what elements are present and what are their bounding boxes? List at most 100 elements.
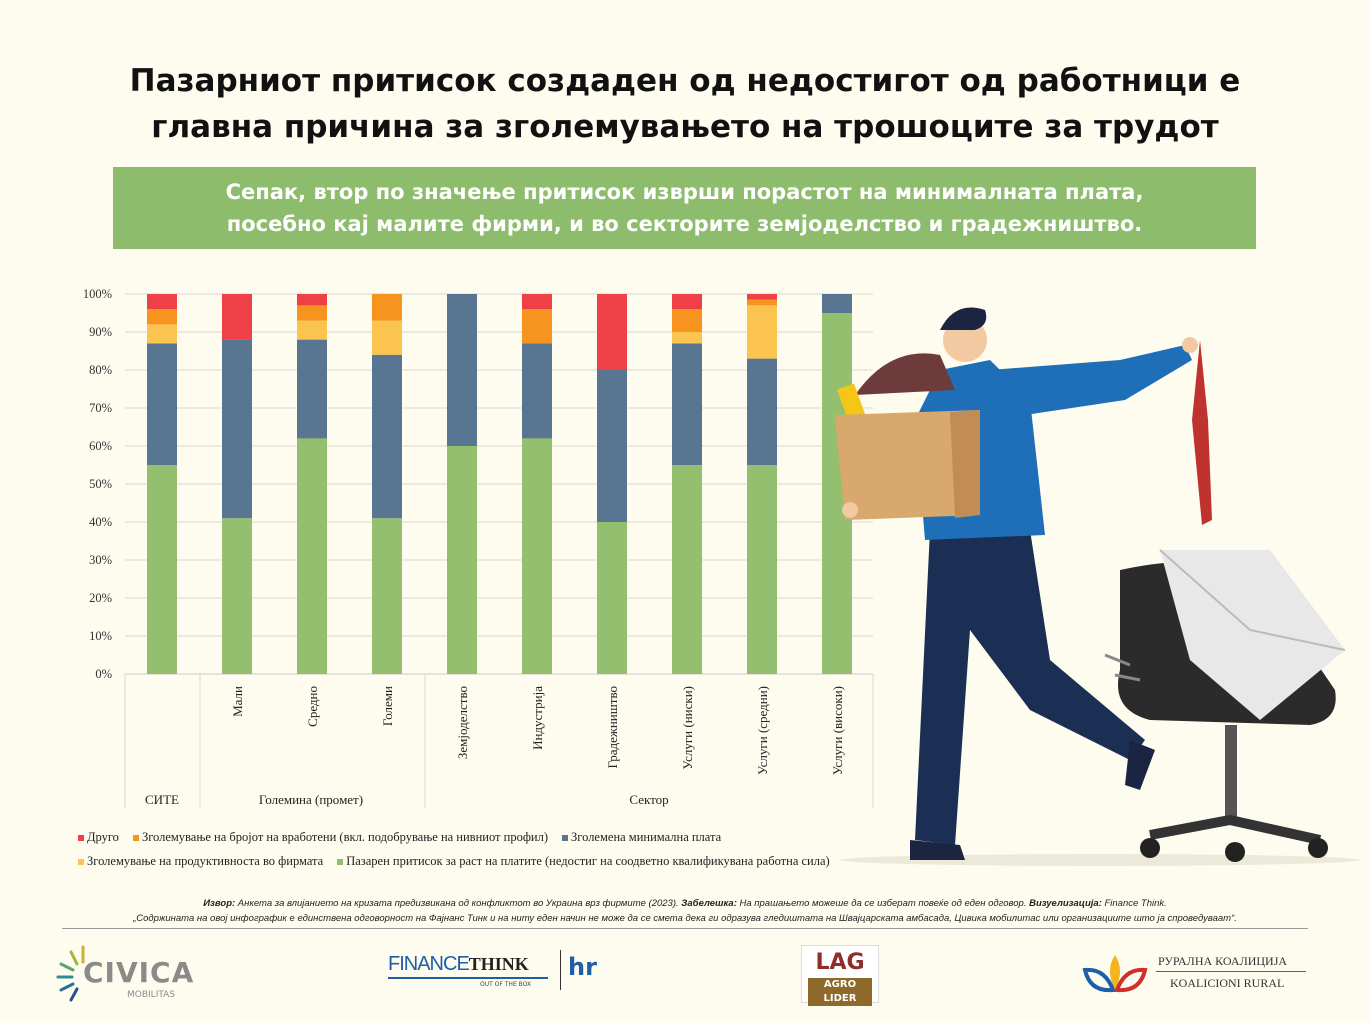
civica-mobilitas-logo: CIVICA MOBILITAS <box>55 942 195 1008</box>
y-tick-label: 30% <box>89 553 112 567</box>
x-category-label: Индустрија <box>530 686 545 750</box>
y-tick-label: 20% <box>89 591 112 605</box>
legend-label: Зголемена минимална плата <box>571 830 722 844</box>
agro-lider-text: AGRO LIDER <box>808 978 872 1006</box>
bar-segment <box>297 320 327 340</box>
divider <box>62 928 1308 929</box>
legend-label: Пазарен притисок за раст на платите (нед… <box>346 854 830 868</box>
legend-row-1: Друго Зголемување на бројот на вработени … <box>78 830 735 845</box>
bar-segment <box>372 354 402 519</box>
bar-segment <box>447 446 477 674</box>
lag-text: LAG <box>815 950 865 975</box>
legend-swatch <box>337 859 344 866</box>
bar-segment <box>372 294 402 321</box>
y-tick-label: 60% <box>89 439 112 453</box>
bar-segment <box>297 438 327 674</box>
lotus-icon <box>1082 955 1148 993</box>
bar-segment <box>822 294 852 313</box>
legend-item: Зголемување на бројот на вработени (вкл.… <box>132 830 549 844</box>
rural-al-text: KOALICIONI RURAL <box>1170 976 1285 990</box>
y-tick-label: 100% <box>83 287 112 301</box>
bar-segment <box>297 305 327 321</box>
bar-segment <box>222 294 252 340</box>
x-category-label: Услуги (високи) <box>830 686 845 775</box>
bar-segment <box>597 522 627 674</box>
stacked-bar-chart: 0% 10% 20% 30% 40% 50% 60% 70% 80% 90% 100% Мали Сре… <box>83 287 874 808</box>
viz-label: Визуелизација: <box>1029 898 1102 909</box>
x-category-label: Средно <box>305 686 320 727</box>
y-tick-label: 90% <box>89 325 112 339</box>
bar-segment <box>147 324 177 344</box>
bar-segment <box>747 294 777 300</box>
x-group-label: Големина (промет) <box>259 792 363 807</box>
source-text: Анкета за влијанието на кризата предизви… <box>235 898 682 909</box>
legend-label: Зголемување на бројот на вработени (вкл.… <box>141 830 549 844</box>
legend-label: Зголемување на продуктивноста во фирмата <box>87 854 324 868</box>
legend-item: Пазарен притисок за раст на платите (нед… <box>337 854 830 868</box>
source-label: Извор: <box>203 898 236 909</box>
x-group-label: СИТЕ <box>145 792 179 807</box>
lag-agro-lider-logo: LAG AGRO LIDER <box>801 945 879 1006</box>
think-sub: OUT OF THE BOX <box>480 981 532 988</box>
x-category-label: Услуги (ниски) <box>680 686 695 770</box>
bar-segment <box>522 438 552 674</box>
x-category-label: Големи <box>380 686 395 726</box>
x-group-label: Сектор <box>629 792 668 807</box>
disclaimer: „Содржината на овој инфографик е единств… <box>133 913 1237 924</box>
y-tick-label: 0% <box>95 667 112 681</box>
x-category-label: Мали <box>230 686 245 717</box>
businessman-illustration <box>835 307 1360 866</box>
bar-segment <box>447 294 477 446</box>
page-title: Пазарниот притисок создаден од недостиго… <box>0 58 1370 150</box>
bar-segment <box>522 343 552 439</box>
x-category-label: Услуги (средни) <box>755 686 770 775</box>
legend-item: Зголемена минимална плата <box>562 830 721 844</box>
x-category-label: Земјоделство <box>455 686 470 759</box>
banner-line-2: посебно кај малите фирми, и во секторите… <box>226 212 1143 236</box>
y-tick-label: 70% <box>89 401 112 415</box>
bar-segment <box>672 343 702 465</box>
civica-burst-icon <box>56 945 85 1002</box>
office-chair-icon <box>1104 549 1346 862</box>
bar-segment <box>147 465 177 674</box>
footer-notes: Извор: Анкета за влијанието на кризата п… <box>0 896 1370 926</box>
legend-item: Зголемување на продуктивноста во фирмата <box>78 854 323 868</box>
bar-segment <box>147 294 177 310</box>
banner-line-1: Сепак, втор по значење притисок изврши п… <box>225 180 1144 204</box>
y-tick-label: 80% <box>89 363 112 377</box>
bar-segment <box>297 294 327 306</box>
legend-swatch <box>78 859 84 866</box>
civica-sub: MOBILITAS <box>127 990 176 1000</box>
y-tick-label: 50% <box>89 477 112 491</box>
legend-item: Друго <box>78 830 119 844</box>
rural-coalition-logo: РУРАЛНА КОАЛИЦИЈА KOALICIONI RURAL <box>1080 950 1320 1000</box>
bar-segment <box>372 320 402 355</box>
y-tick-label: 10% <box>89 629 112 643</box>
think-text: THINK <box>468 954 529 974</box>
bar-segment <box>747 358 777 465</box>
hr-text: hr <box>568 953 597 981</box>
y-tick-label: 40% <box>89 515 112 529</box>
legend-swatch <box>132 835 139 842</box>
bar-segment <box>597 294 627 370</box>
bar-segment <box>747 465 777 674</box>
civica-text: CIVICA <box>83 956 195 989</box>
bar-segment <box>522 309 552 344</box>
bar-segment <box>672 465 702 674</box>
note-label: Забелешка: <box>681 898 737 909</box>
bar-segment <box>147 309 177 325</box>
legend-label: Друго <box>87 830 119 844</box>
legend-swatch <box>562 835 569 842</box>
bar-segment <box>597 370 627 522</box>
bar-segment <box>672 294 702 310</box>
note-text: На прашањето можеше да се изберат повеќе… <box>736 898 1030 909</box>
bar-segment <box>522 294 552 310</box>
finance-text: FINANCE <box>388 953 470 975</box>
title-line-2: главна причина за зголемувањето на трошо… <box>151 109 1219 145</box>
bar-segment <box>297 339 327 439</box>
viz-text: Finance Think. <box>1101 898 1167 909</box>
bar-segment <box>672 309 702 332</box>
bar-segment <box>222 518 252 674</box>
legend-swatch <box>78 835 84 842</box>
bar-segment <box>222 339 252 519</box>
